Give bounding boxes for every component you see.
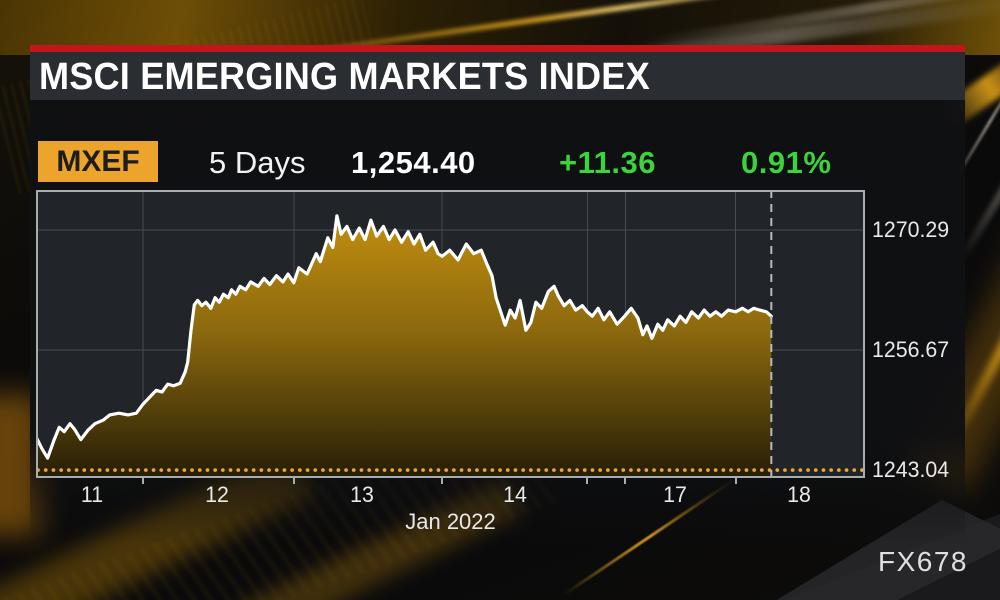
x-axis-tick [292, 478, 295, 484]
price-chart[interactable] [36, 190, 865, 478]
x-axis-label: 12 [204, 482, 229, 507]
plot-border [36, 190, 865, 478]
y-axis-label: 1270.29 [872, 216, 950, 242]
area-fill [36, 215, 772, 478]
x-axis-label: 18 [786, 482, 811, 507]
x-axis-label: 11 [81, 482, 104, 507]
y-axis-label: 1243.04 [872, 457, 950, 483]
price-change-percent: 0.91% [741, 145, 832, 180]
x-axis-tick [141, 478, 144, 484]
x-axis-tick [586, 478, 589, 484]
x-axis-tick [734, 478, 737, 484]
x-axis-label: 17 [663, 482, 688, 507]
x-axis-title: Jan 2022 [405, 509, 496, 534]
last-price: 1,254.40 [351, 145, 476, 180]
x-axis-tick [624, 478, 627, 484]
x-axis-tick [441, 478, 444, 484]
y-axis: 1270.29 1256.67 1243.04 [872, 0, 964, 600]
accent-stripe [30, 45, 965, 52]
ticker-badge[interactable]: MXEF [38, 141, 158, 182]
range-selector[interactable]: 5 Days [209, 145, 306, 180]
watermark: FX678 [878, 546, 968, 577]
x-axis-label: 14 [503, 482, 528, 507]
page-title: MSCI EMERGING MARKETS INDEX [39, 56, 650, 98]
title-bar: MSCI EMERGING MARKETS INDEX [30, 52, 965, 100]
price-change: +11.36 [559, 145, 656, 180]
price-line [36, 214, 773, 460]
x-axis-label: 13 [349, 482, 374, 507]
y-axis-label: 1256.67 [872, 336, 950, 362]
